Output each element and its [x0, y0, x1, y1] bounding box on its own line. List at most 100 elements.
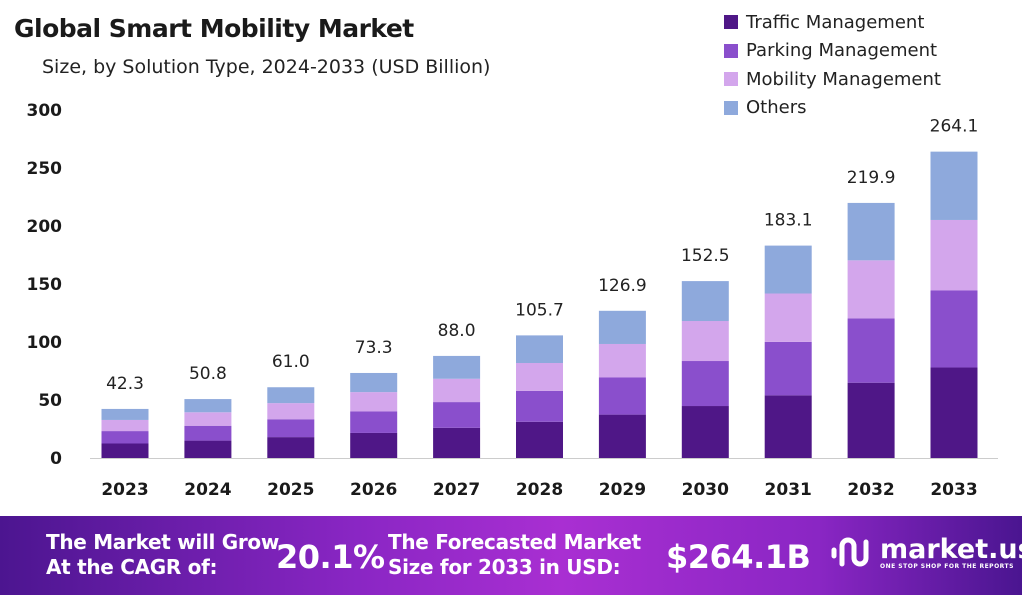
data-label: 183.1 [764, 211, 813, 231]
y-tick-label: 150 [27, 275, 63, 295]
bar-segment [433, 402, 481, 428]
bar-segment [598, 310, 646, 344]
bar-segment [847, 318, 895, 383]
bar-segment [847, 202, 895, 261]
x-tick-label: 2024 [184, 480, 231, 500]
legend-label: Traffic Management [746, 11, 925, 33]
bar-segment [681, 406, 729, 458]
cagr-label-line2: At the CAGR of: [46, 555, 218, 579]
legend-swatch [724, 100, 738, 115]
x-tick-label: 2027 [433, 480, 480, 500]
data-label: 42.3 [106, 374, 144, 394]
bar-segment [681, 321, 729, 362]
bar-segment [598, 343, 646, 378]
y-tick-label: 200 [27, 217, 63, 237]
logo: market.us ONE STOP SHOP FOR THE REPORTS [830, 534, 1022, 574]
bar-segment [764, 293, 812, 342]
bar-segment [764, 395, 812, 458]
bar-segment [350, 432, 398, 458]
forecast-value: $264.1B [666, 538, 811, 576]
bar-segment [516, 362, 563, 391]
legend-swatch [724, 15, 738, 30]
bar-segment [101, 408, 149, 420]
chart-subtitle: Size, by Solution Type, 2024-2033 (USD B… [42, 56, 491, 78]
x-tick-label: 2023 [101, 480, 148, 500]
bar-segment [764, 245, 812, 294]
chart-plot: 0 50 100 150 200 250 300 42.3 2023 50.8 2024 61.0 20… [27, 101, 998, 500]
x-tick-label: 2032 [847, 480, 894, 500]
data-label: 264.1 [930, 117, 979, 137]
data-label: 61.0 [272, 352, 310, 372]
x-tick-label: 2030 [682, 480, 729, 500]
bar-segment [350, 392, 398, 412]
y-tick-label: 300 [27, 101, 63, 121]
bar-segment [184, 399, 232, 413]
forecast-label: The Forecasted Market Size for 2033 in US… [388, 530, 641, 580]
data-label: 88.0 [438, 321, 476, 341]
x-tick-label: 2029 [599, 480, 646, 500]
bar-segment [847, 260, 895, 319]
bar-segment [930, 219, 978, 291]
bar-segment [267, 437, 315, 458]
data-label: 219.9 [847, 168, 896, 188]
logo-tagline: ONE STOP SHOP FOR THE REPORTS [880, 563, 1014, 570]
bar-segment [930, 290, 978, 368]
legend: Traffic Management Parking Management Mobi… [724, 8, 941, 122]
legend-label: Parking Management [746, 40, 938, 62]
bar-segment [681, 281, 729, 322]
cagr-label-line1: The Market will Grow [46, 530, 280, 554]
cagr-value: 20.1% [276, 538, 385, 576]
bar-segment [433, 378, 481, 403]
bar-segment [184, 440, 232, 458]
x-tick-label: 2025 [267, 480, 314, 500]
bar-segment [350, 411, 398, 433]
x-tick-label: 2033 [930, 480, 977, 500]
legend-swatch [724, 72, 738, 87]
logo-text: market.us [880, 534, 1022, 565]
bar-segment [101, 431, 149, 444]
y-tick-label: 100 [27, 333, 63, 353]
bar-segment [847, 382, 895, 458]
data-label: 105.7 [515, 300, 564, 320]
cagr-label: The Market will Grow At the CAGR of: [46, 530, 279, 580]
bar-segment [516, 421, 563, 458]
legend-item: Others [724, 94, 941, 123]
bar-segment [516, 390, 563, 422]
bar-segment [267, 387, 315, 404]
bar-segment [433, 427, 481, 458]
data-label: 73.3 [355, 338, 393, 358]
bar-segment [930, 367, 978, 458]
x-tick-label: 2031 [765, 480, 812, 500]
logo-icon [831, 537, 869, 567]
y-tick-label: 250 [27, 159, 63, 179]
chart-title: Global Smart Mobility Market [14, 14, 414, 43]
bar-segment [101, 419, 149, 432]
y-tick-label: 0 [50, 449, 62, 469]
bar-segment [598, 377, 646, 415]
bar-segment [267, 419, 315, 438]
legend-item: Mobility Management [724, 65, 941, 94]
x-tick-label: 2028 [516, 480, 563, 500]
x-tick-label: 2026 [350, 480, 397, 500]
bar-segment [184, 412, 232, 426]
bar-segment [101, 443, 149, 458]
legend-label: Others [746, 97, 807, 119]
legend-label: Mobility Management [746, 68, 941, 90]
data-label: 126.9 [598, 276, 647, 296]
bar-segment [764, 341, 812, 396]
bar-segment [433, 355, 481, 379]
bar-segment [516, 335, 563, 363]
bar-segment [267, 403, 315, 420]
legend-item: Traffic Management [724, 8, 941, 37]
bar-segment [184, 425, 232, 441]
bar-segment [598, 414, 646, 458]
legend-item: Parking Management [724, 37, 941, 66]
forecast-label-line2: Size for 2033 in USD: [388, 555, 621, 579]
data-label: 50.8 [189, 364, 227, 384]
y-tick-label: 50 [38, 391, 62, 411]
bar-segment [681, 361, 729, 407]
bar-segment [930, 151, 978, 220]
summary-banner: The Market will Grow At the CAGR of: 20.1… [0, 516, 1022, 595]
bar-segment [350, 372, 398, 393]
forecast-label-line1: The Forecasted Market [388, 530, 641, 554]
